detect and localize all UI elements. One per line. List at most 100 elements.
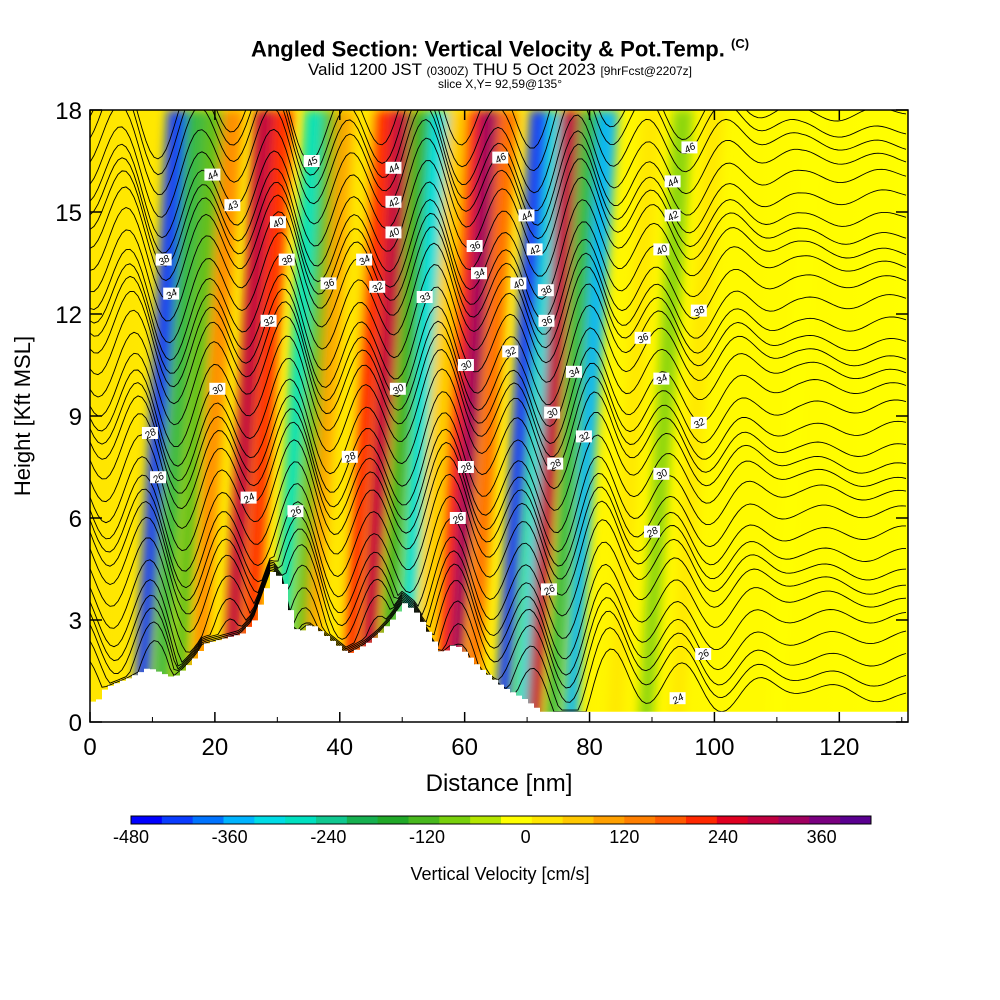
contour-label-box: [356, 253, 373, 266]
y-tick-label: 6: [69, 506, 82, 533]
contour-label-box: [575, 430, 592, 443]
contour-label: 44: [387, 161, 403, 176]
theta-contour: [90, 566, 907, 689]
contour-label-box: [565, 365, 582, 378]
x-tick-label: 40: [326, 734, 353, 761]
contour-label-box: [269, 216, 286, 229]
contour-label: 28: [142, 427, 158, 443]
contour-label-box: [141, 427, 158, 439]
velocity-band: [669, 110, 725, 722]
colorbar-swatch: [809, 816, 841, 824]
theta-contour: [90, 211, 907, 322]
contour-label: 28: [644, 525, 660, 541]
contour-label-box: [502, 345, 519, 358]
theta-contour: [90, 194, 907, 300]
theta-contour: [90, 301, 907, 406]
contour-label: 44: [520, 209, 536, 224]
theta-contour: [90, 528, 907, 639]
colorbar-swatch: [531, 816, 564, 824]
theta-contour: [90, 368, 907, 482]
colorbar-tick-label: 360: [807, 827, 837, 847]
contour-label: 34: [472, 267, 488, 282]
contour-label-box: [466, 240, 483, 252]
theta-contour: [90, 226, 907, 344]
y-tick-label: 15: [55, 200, 82, 227]
colorbar-swatch: [593, 816, 625, 824]
theta-contour: [90, 495, 907, 601]
slice-label: slice X,Y= 92,59@135°: [437, 77, 563, 91]
contour-label: 36: [540, 314, 556, 329]
colorbar-swatch: [254, 816, 286, 824]
colorbar-swatch: [655, 816, 687, 824]
contour-label-box: [416, 291, 433, 303]
contour-label-box: [389, 382, 406, 395]
theta-contour: [90, 158, 907, 267]
contour-label-box: [653, 467, 670, 480]
contour-label-box: [653, 243, 670, 256]
velocity-band: [769, 110, 825, 722]
theta-contour: [90, 391, 907, 494]
contour-label: 30: [391, 382, 407, 397]
x-tick-label: 60: [451, 734, 478, 761]
y-tick-label: 12: [55, 302, 82, 329]
contour-label: 33: [418, 291, 434, 306]
contour-label-box: [155, 253, 172, 266]
colorbar-swatch: [223, 816, 255, 824]
contour-label-box: [320, 277, 337, 290]
contour-label: 32: [262, 314, 278, 329]
valid-time-subtitle: Valid 1200 JST (0300Z) THU 5 Oct 2023 [9…: [307, 60, 693, 79]
colorbar-swatch: [161, 816, 194, 824]
contour-label-box: [643, 525, 660, 538]
theta-contour: [90, 563, 907, 676]
colorbar-label: Vertical Velocity [cm/s]: [410, 864, 590, 884]
contour-label-box: [681, 141, 698, 154]
contour-label: 32: [692, 416, 708, 431]
contour-label: 30: [459, 359, 475, 374]
colorbar-swatch: [840, 816, 872, 824]
terrain-mask: [90, 572, 908, 722]
contour-label-box: [209, 382, 226, 395]
colorbar-swatch: [408, 816, 440, 824]
contour-label-box: [518, 209, 535, 222]
contour-label: 24: [241, 491, 257, 507]
colorbar-swatch: [439, 816, 471, 824]
velocity-band: [170, 110, 225, 722]
contour-label: 46: [683, 141, 699, 156]
colorbar-swatch: [624, 816, 656, 824]
theta-contour: [90, 176, 907, 283]
contour-label: 34: [567, 365, 583, 380]
contour-label-box: [449, 512, 466, 524]
contour-label: 36: [468, 240, 484, 255]
theta-contour-labels: 44 43 45 44 42 40 46 46 44 42 40 38 36 34 32 30 28 26 24 40…: [141, 141, 712, 708]
contour-label: 28: [548, 457, 564, 473]
contour-label: 44: [666, 175, 682, 190]
contour-label: 42: [528, 243, 544, 258]
contour-label-box: [260, 314, 277, 327]
contour-label: 30: [545, 406, 561, 421]
theta-contour: [90, 283, 907, 388]
contour-label-box: [163, 287, 180, 300]
contour-label: 28: [342, 450, 358, 466]
contour-label-box: [385, 195, 402, 208]
colorbar-tick-label: -240: [310, 827, 346, 847]
velocity-band: [545, 110, 600, 722]
colorbar-swatch: [377, 816, 409, 824]
contour-label-box: [544, 406, 561, 419]
contour-label-box: [303, 155, 320, 167]
contour-label: 38: [692, 304, 708, 319]
theta-contour: [90, 242, 907, 361]
y-tick-label: 9: [69, 404, 82, 431]
contour-label: 34: [164, 287, 180, 302]
colorbar-swatch: [716, 816, 749, 824]
colorbar-swatch: [747, 816, 779, 824]
contour-label-box: [526, 243, 543, 256]
contour-label: 46: [493, 151, 509, 166]
chart-title: Angled Section: Vertical Velocity & Pot.…: [250, 36, 750, 62]
contour-label: 44: [206, 168, 222, 183]
contour-label: 36: [322, 277, 338, 292]
contour-label: 38: [280, 253, 296, 268]
contour-label-box: [369, 280, 386, 293]
contour-label: 40: [512, 277, 528, 292]
